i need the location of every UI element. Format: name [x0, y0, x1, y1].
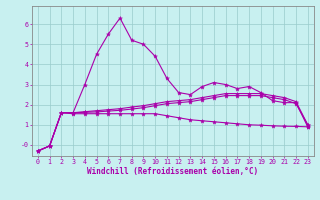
X-axis label: Windchill (Refroidissement éolien,°C): Windchill (Refroidissement éolien,°C) [87, 167, 258, 176]
